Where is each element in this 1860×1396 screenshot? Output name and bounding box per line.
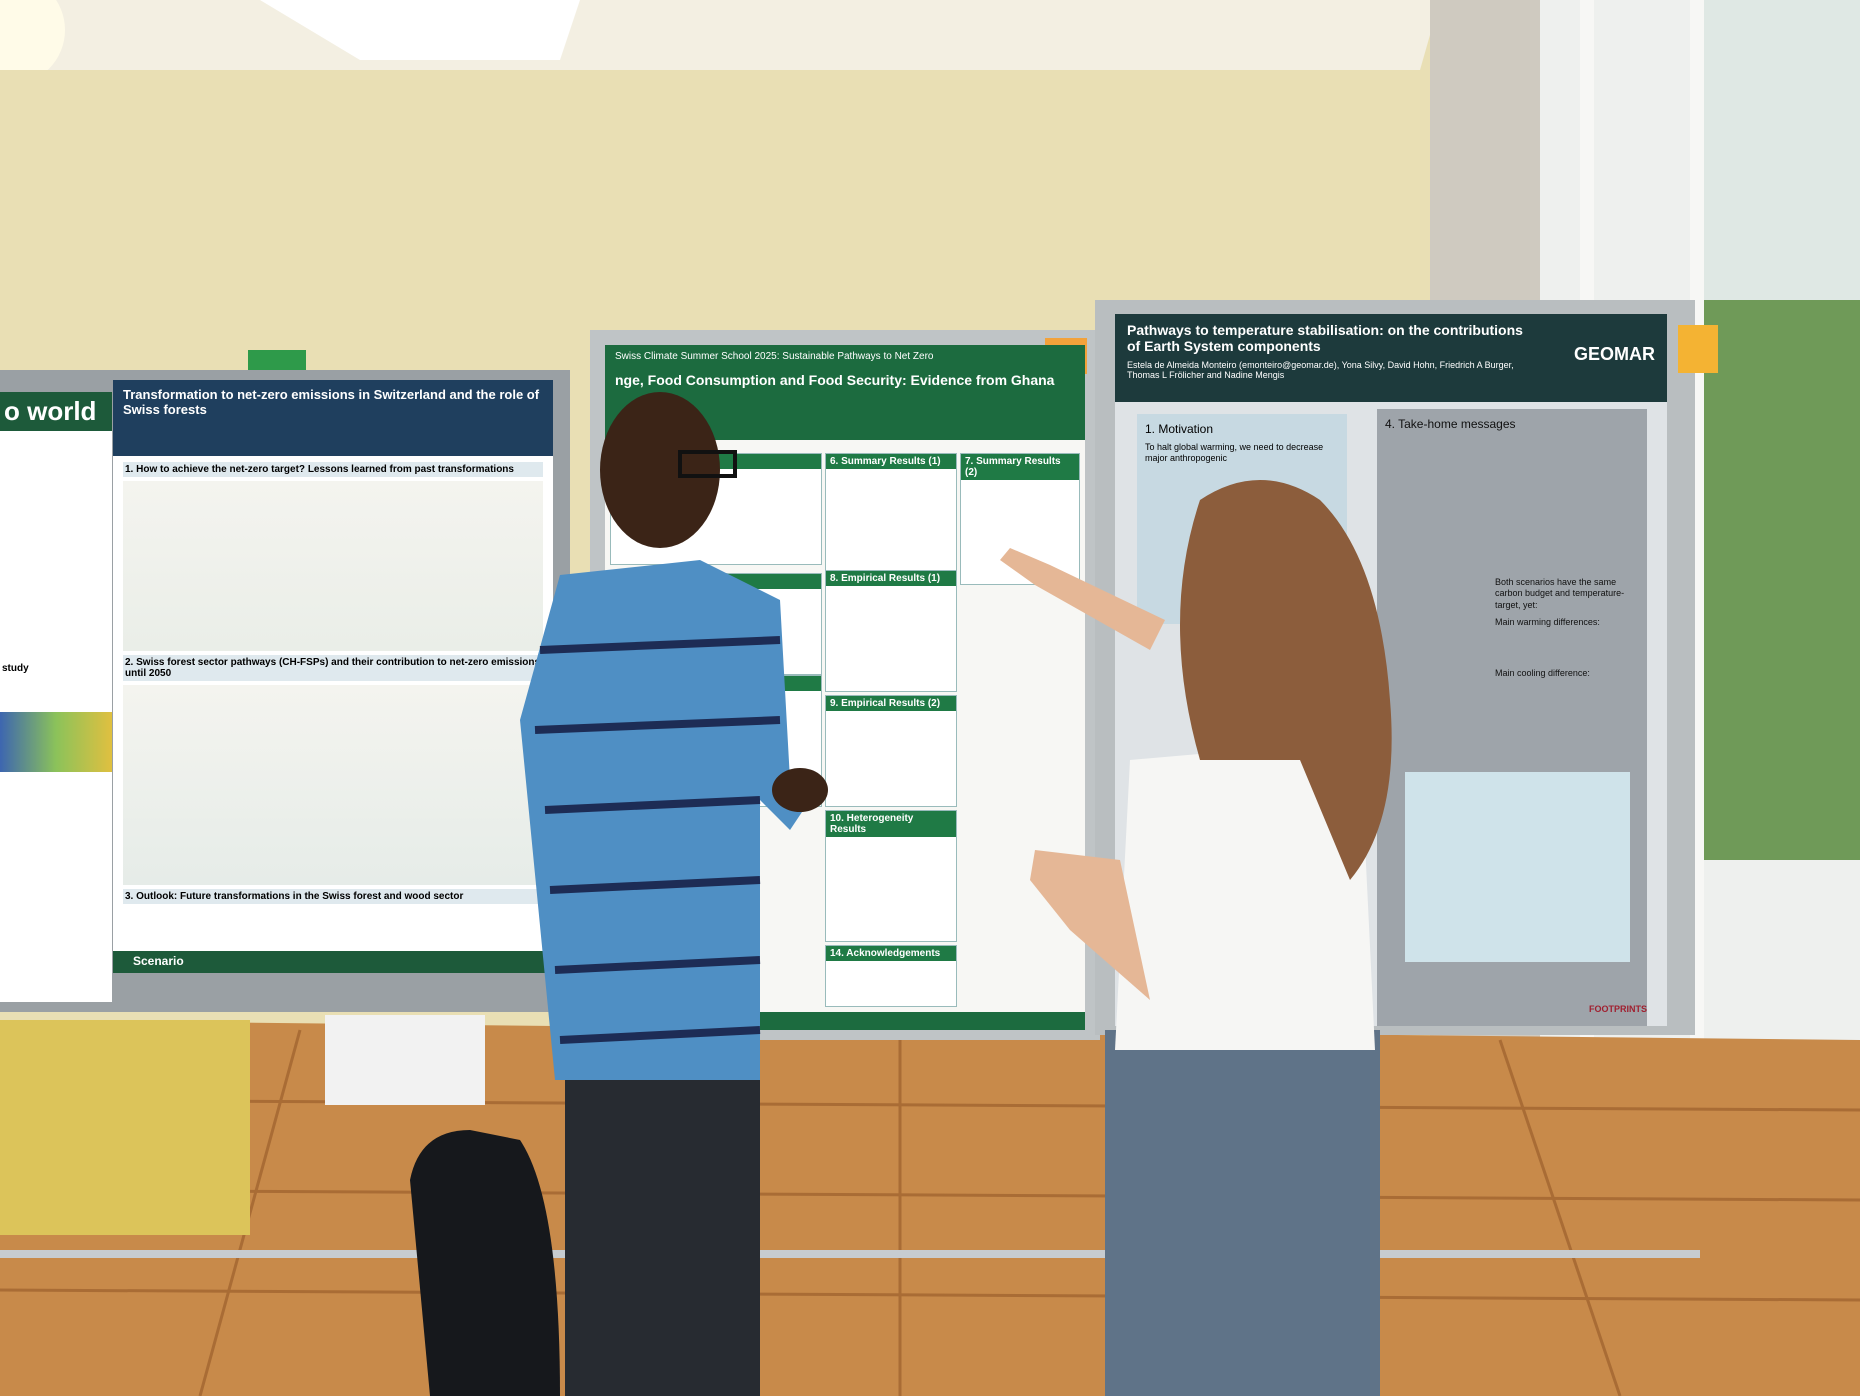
logo: GEOMAR — [1574, 344, 1655, 364]
poster-title: nge, Food Consumption and Food Security:… — [615, 372, 1055, 388]
poster-authors: Estela de Almeida Monteiro (emonteiro@ge… — [1127, 360, 1514, 381]
section-text: To halt global warming, we need to decre… — [1145, 442, 1324, 464]
woman-hair — [1180, 480, 1392, 880]
parquet — [0, 1029, 1860, 1396]
ceiling-panel — [260, 0, 580, 60]
woman-shirt — [1115, 740, 1375, 1050]
woman-forearm — [1030, 850, 1150, 1000]
section-heading: 3. Outlook: Future transformations in th… — [123, 889, 543, 904]
section-heading: 1. How to achieve the net-zero target? L… — [123, 462, 543, 477]
yellow-dress — [0, 1020, 250, 1235]
figure — [1405, 772, 1630, 962]
man-head — [600, 392, 720, 548]
section-heading: 2. Swiss forest sector pathways (CH-FSPs… — [123, 655, 543, 681]
white-trousers — [325, 1015, 485, 1105]
woman-arm — [1000, 548, 1165, 650]
left-poster: Transformation to net-zero emissions in … — [113, 380, 553, 973]
section-heading: 14. Acknowledgements — [826, 946, 956, 961]
poster-section: study — [2, 663, 29, 674]
shirt-pattern — [534, 636, 781, 1044]
section-body — [123, 685, 543, 885]
garden — [1700, 300, 1860, 860]
backpack — [410, 1130, 560, 1396]
woman-jeans — [1105, 1030, 1380, 1396]
poster-title: Transformation to net-zero emissions in … — [113, 380, 553, 456]
lamp — [0, 0, 65, 85]
section-text: Main warming differences: — [1495, 616, 1600, 627]
section-heading: 7. Summary Results (2) — [961, 454, 1079, 480]
footer-logo: FOOTPRINTS — [1589, 1004, 1647, 1014]
section-body — [123, 481, 543, 651]
glasses — [678, 450, 737, 478]
man-hands — [772, 768, 828, 812]
section-heading: 6. Summary Results (1) — [826, 454, 956, 469]
man-trousers — [565, 1060, 760, 1396]
section-text: Both scenarios have the same carbon budg… — [1495, 577, 1625, 610]
section-heading: 1. Motivation — [1145, 422, 1214, 436]
section-heading: 8. Empirical Results (1) — [826, 571, 956, 586]
man-shirt — [520, 560, 810, 1080]
section-heading: 4. Take-home messages — [1385, 417, 1516, 431]
board-rail — [0, 1250, 1700, 1258]
school-name: Swiss Climate Summer School 2025: Sustai… — [615, 351, 934, 362]
far-left-poster: o world study — [0, 392, 112, 1002]
map-figure — [0, 712, 112, 772]
poster-title: o world — [0, 392, 112, 431]
poster-title: Pathways to temperature stabilisation: o… — [1127, 322, 1523, 355]
sticky-note — [1678, 325, 1718, 373]
section-heading: 9. Empirical Results (2) — [826, 696, 956, 711]
section-text: Main cooling difference: — [1495, 668, 1590, 678]
section-heading: 10. Heterogeneity Results — [826, 811, 956, 837]
poster-header: Pathways to temperature stabilisation: o… — [1115, 314, 1667, 402]
sky — [1700, 0, 1860, 300]
logo: Scenario — [113, 951, 553, 973]
